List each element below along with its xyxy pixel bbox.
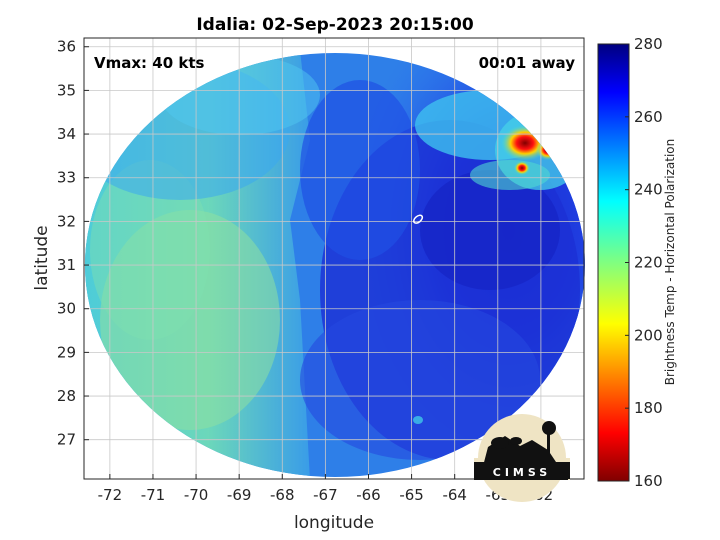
colorbar-ticks: 160 180 200 220 240 260 280: [625, 35, 663, 490]
colorbar-tick-label: 240: [634, 181, 663, 199]
y-tick-label: 32: [57, 212, 76, 230]
x-tick-label: -69: [227, 486, 252, 504]
chart-title: Idalia: 02-Sep-2023 20:15:00: [196, 15, 473, 35]
y-tick-label: 29: [57, 343, 76, 361]
x-tick-label: -68: [270, 486, 295, 504]
y-tick-label: 34: [57, 125, 76, 143]
colorbar: [597, 43, 630, 482]
time-away-annotation: 00:01 away: [479, 54, 576, 72]
axes-frame: [83, 37, 585, 480]
colorbar-tick-label: 160: [634, 472, 663, 490]
colorbar-tick-label: 280: [634, 35, 663, 53]
cimss-logo: CIMSS: [474, 414, 570, 502]
x-tick-label: -66: [356, 486, 381, 504]
y-axis-ticks: 27 28 29 30 31 32 33 34 35 36: [57, 38, 89, 449]
x-tick-label: -72: [98, 486, 123, 504]
y-tick-label: 27: [57, 431, 76, 449]
logo-text: CIMSS: [493, 466, 551, 479]
y-tick-label: 33: [57, 169, 76, 187]
colorbar-tick-label: 180: [634, 399, 663, 417]
x-tick-label: -70: [184, 486, 209, 504]
y-tick-label: 28: [57, 387, 76, 405]
x-tick-label: -64: [442, 486, 467, 504]
grid-lines: [84, 38, 584, 479]
x-tick-label: -71: [141, 486, 166, 504]
x-tick-label: -67: [313, 486, 338, 504]
y-axis-label: latitude: [32, 225, 52, 290]
storm-center-marker: [413, 214, 424, 224]
colorbar-tick-label: 220: [634, 254, 663, 272]
colorbar-label: Brightness Temp - Horizontal Polarizatio…: [663, 139, 677, 386]
y-tick-label: 31: [57, 256, 76, 274]
x-axis-label: longitude: [294, 513, 374, 533]
vmax-annotation: Vmax: 40 kts: [94, 54, 204, 72]
colorbar-tick-label: 200: [634, 326, 663, 344]
x-tick-label: -65: [399, 486, 424, 504]
y-tick-label: 30: [57, 300, 76, 318]
colorbar-tick-label: 260: [634, 108, 663, 126]
y-tick-label: 36: [57, 38, 76, 56]
y-tick-label: 35: [57, 81, 76, 99]
